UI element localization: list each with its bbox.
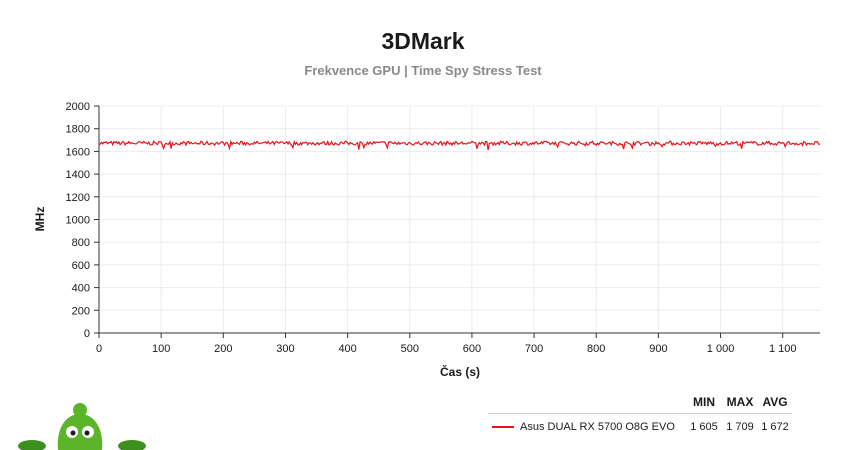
x-tick-label: 400 [338,343,356,355]
chart-title: 3DMark [381,28,465,54]
grid-lines [98,105,820,334]
y-tick-label: 600 [72,260,90,272]
y-tick-label: 1400 [66,169,90,181]
y-axis-ticks: 0 200 400 600 800 1000 1200 1400 1600 1800 2000 [66,101,99,340]
x-tick-label: 900 [649,343,667,355]
x-tick-label: 200 [214,343,232,355]
series-line-asus-dual-rx-5700 [98,139,821,151]
y-tick-label: 1800 [66,124,90,136]
x-tick-label: 700 [525,343,543,355]
y-tick-label: 1600 [66,146,90,158]
legend-header-max: MAX [726,395,754,409]
y-tick-label: 1000 [66,215,90,227]
x-tick-label: 1 000 [707,343,735,355]
legend-swatch [492,426,514,428]
legend-series-name: Asus DUAL RX 5700 O8G EVO [520,421,675,433]
x-tick-label: 500 [401,343,419,355]
mascot-icon [18,403,146,450]
y-tick-label: 200 [72,305,90,317]
x-tick-label: 800 [587,343,605,355]
legend-avg-value: 1 672 [761,421,789,433]
x-axis-label: Čas (s) [440,364,480,379]
line-chart: 0 200 400 600 800 1000 1200 1400 1600 1800 2000 0 1… [33,101,821,379]
x-tick-label: 600 [463,343,481,355]
y-tick-label: 2000 [66,101,90,113]
legend-header-avg: AVG [762,395,788,409]
y-tick-label: 800 [72,237,90,249]
x-tick-label: 300 [276,343,294,355]
chart-subtitle: Frekvence GPU | Time Spy Stress Test [304,63,542,78]
x-tick-label: 1 100 [769,343,797,355]
y-tick-label: 1200 [66,192,90,204]
y-tick-label: 400 [72,283,90,295]
x-tick-label: 0 [96,343,102,355]
legend-max-value: 1 709 [726,421,754,433]
legend-min-value: 1 605 [690,421,718,433]
legend-row: Asus DUAL RX 5700 O8G EVO 1 605 1 709 1 … [488,414,792,433]
legend-header: MIN MAX AVG [488,395,792,414]
x-axis-ticks: 0 100 200 300 400 500 600 700 800 900 1 000 1 100 [96,333,797,355]
y-axis-label: MHz [33,207,47,232]
legend-header-min: MIN [693,395,715,409]
x-tick-label: 100 [152,343,170,355]
legend-table: MIN MAX AVG Asus DUAL RX 5700 O8G EVO 1 … [488,395,792,433]
y-tick-label: 0 [84,328,90,340]
